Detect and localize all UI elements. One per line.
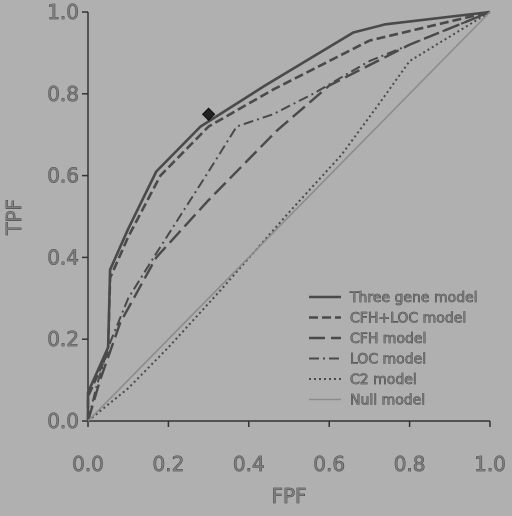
series-layer bbox=[86, 10, 491, 422]
y-tick-label: 0.8 bbox=[47, 82, 79, 106]
legend-label-2: CFH+LOC model bbox=[350, 311, 466, 327]
y-tick-label: 0.2 bbox=[47, 327, 79, 351]
x-tick-label: 0.0 bbox=[72, 452, 104, 476]
legend-label-1: Three gene model bbox=[349, 290, 478, 306]
y-tick-label: 0.0 bbox=[47, 409, 79, 433]
series-line-5 bbox=[87, 11, 491, 422]
legend-label-5: C2 model bbox=[350, 372, 417, 388]
x-tick-label: 0.2 bbox=[152, 452, 184, 476]
x-tick-label: 0.4 bbox=[233, 452, 265, 476]
y-tick-label: 0.4 bbox=[47, 245, 79, 269]
x-axis-label: FPF bbox=[271, 484, 306, 508]
x-tick-label: 0.8 bbox=[394, 452, 426, 476]
y-tick-label: 1.0 bbox=[47, 0, 79, 24]
series-line-3 bbox=[86, 10, 491, 422]
axes-layer: 0.0 0.2 0.4 0.6 0.8 1.0 0.0 0.2 0.4 0.6 0.8 1.0 bbox=[47, 0, 506, 476]
y-axis-label: TPF bbox=[2, 199, 26, 236]
x-tick-label: 0.6 bbox=[313, 452, 345, 476]
legend-label-4: LOC model bbox=[350, 352, 426, 368]
legend: Three gene model CFH+LOC model CFH model LO… bbox=[309, 290, 478, 409]
series-line-4 bbox=[87, 11, 491, 422]
series-line-1 bbox=[86, 10, 491, 421]
y-tick-label: 0.6 bbox=[47, 164, 79, 188]
legend-label-3: CFH model bbox=[350, 331, 426, 347]
operating-point-marker bbox=[201, 107, 216, 121]
x-tick-label: 1.0 bbox=[474, 452, 506, 476]
series-line-6 bbox=[87, 11, 491, 422]
series-line-2 bbox=[86, 10, 491, 421]
legend-label-6: Null model bbox=[350, 393, 425, 409]
marker-layer bbox=[201, 107, 216, 121]
